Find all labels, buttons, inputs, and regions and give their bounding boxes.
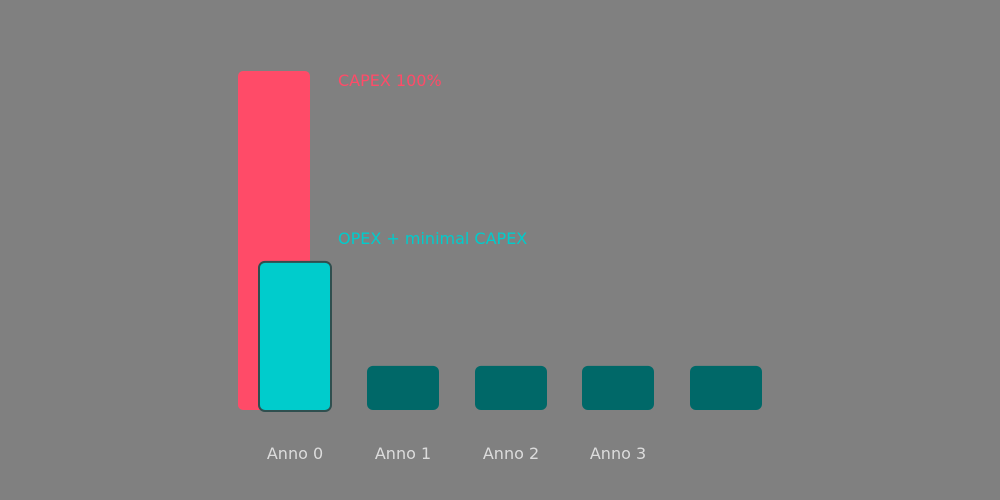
bar-opex-0 (258, 260, 332, 412)
tick-label-3: Anno 3 (590, 444, 646, 463)
bar-opex-1 (367, 365, 439, 410)
tick-label-0: Anno 0 (267, 444, 323, 463)
bar-opex-4 (690, 365, 762, 410)
bar-opex-2 (475, 365, 547, 410)
tick-label-1: Anno 1 (375, 444, 431, 463)
bar-opex-3 (582, 365, 654, 410)
tick-label-2: Anno 2 (483, 444, 539, 463)
annotation-capex: CAPEX 100% (338, 71, 442, 90)
annotation-opex: OPEX + minimal CAPEX (338, 229, 527, 248)
